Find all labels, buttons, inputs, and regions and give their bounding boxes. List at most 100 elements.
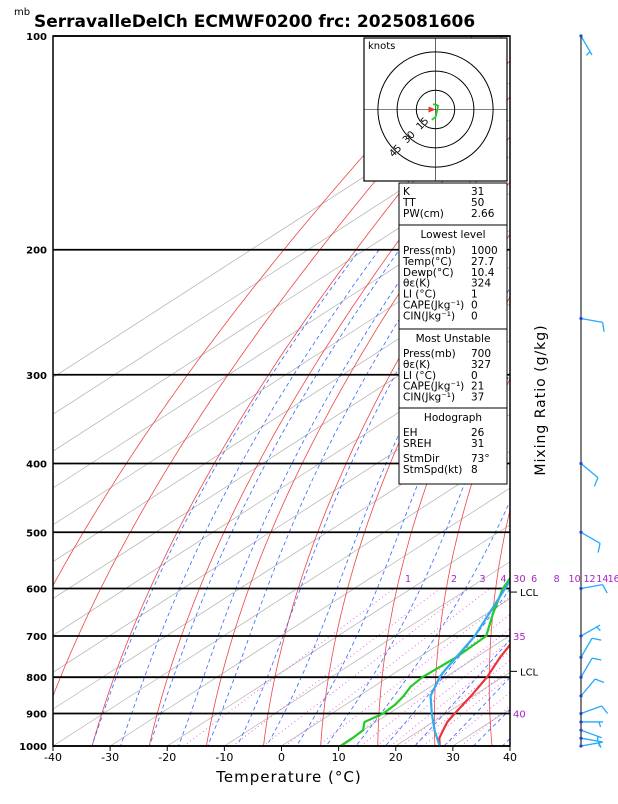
isotherm-line xyxy=(0,20,618,761)
mixing-ratio-label: 3 xyxy=(480,574,486,585)
temperature-tick-label: -40 xyxy=(44,751,62,764)
y-axis-label: Mixing Ratio (g/kg) xyxy=(533,324,549,475)
barb-dot xyxy=(579,462,582,465)
wind-barb xyxy=(579,625,600,638)
index-label: SREH xyxy=(403,438,432,450)
barb-dot xyxy=(579,34,582,37)
lcl-label: LCL xyxy=(520,667,539,678)
isotherm-line xyxy=(0,20,618,761)
barb-dot xyxy=(579,587,582,590)
index-value: 0 xyxy=(471,310,478,322)
isotherm-line xyxy=(0,20,607,761)
barb-dot xyxy=(579,694,582,697)
wind-profile xyxy=(579,34,607,747)
pressure-tick-label: 700 xyxy=(26,632,47,643)
barb-dot xyxy=(579,720,582,723)
barb-flag xyxy=(595,679,604,682)
dry-adiabat-line xyxy=(489,20,618,761)
barb-flag xyxy=(598,543,600,552)
mixing-ratio-label: 2 xyxy=(451,574,457,585)
barb-flag xyxy=(603,322,604,331)
chart-title: SerravalleDelCh ECMWF0200 frc: 202508160… xyxy=(34,12,475,32)
barb-dot xyxy=(579,744,582,747)
barb-staff xyxy=(581,730,602,738)
temperature-tick-label: 30 xyxy=(446,751,460,764)
index-label: StmSpd(kt) xyxy=(403,464,462,476)
mixing-ratio-label: 16 xyxy=(608,574,618,585)
barb-flag xyxy=(594,478,597,487)
pressure-tick-label: 300 xyxy=(26,371,47,382)
pressure-tick-label: 1000 xyxy=(19,742,47,753)
barb-staff xyxy=(581,658,592,677)
index-value: 8 xyxy=(471,464,478,476)
wind-barb xyxy=(579,706,607,715)
barb-dot xyxy=(579,634,582,637)
mixing-ratio-label: 1 xyxy=(405,574,411,585)
unit-label: mb xyxy=(14,7,30,18)
barb-dot xyxy=(579,737,582,740)
temperature-tick-label: 0 xyxy=(278,751,285,764)
barb-dot xyxy=(579,712,582,715)
mixing-ratio-label: 6 xyxy=(531,574,537,585)
section-title-hodo: Hodograph xyxy=(424,412,482,424)
index-value: 31 xyxy=(471,438,484,450)
pressure-tick-label: 200 xyxy=(26,246,47,257)
isotherm-line xyxy=(0,20,618,761)
mixing-ratio-label: 10 xyxy=(569,574,581,585)
pressure-tick-label: 600 xyxy=(26,584,47,595)
barb-half-flag xyxy=(599,741,600,746)
barb-staff xyxy=(581,638,592,657)
barb-dot xyxy=(579,531,582,534)
barb-staff xyxy=(581,532,600,543)
temperature-tick-label: 10 xyxy=(332,751,346,764)
mixing-ratio-label: 8 xyxy=(554,574,560,585)
barb-dot xyxy=(579,729,582,732)
theta-e-label: 35 xyxy=(513,632,526,643)
index-label: CIN(Jkg⁻¹) xyxy=(403,392,455,404)
section-title-lowest: Lowest level xyxy=(420,229,485,241)
temperature-tick-label: -20 xyxy=(158,751,176,764)
isotherm-line xyxy=(0,20,618,761)
isotherm-line xyxy=(0,20,618,761)
dry-adiabat-line xyxy=(594,20,618,761)
isotherm-line xyxy=(0,20,618,761)
wind-barb xyxy=(579,720,603,727)
index-value: 37 xyxy=(471,392,484,404)
mixing-ratio-line xyxy=(377,588,577,746)
isotherm-line xyxy=(30,20,618,761)
moist-adiabat-line xyxy=(173,250,422,761)
barb-half-flag xyxy=(586,52,590,56)
isotherm-line xyxy=(0,20,618,761)
isotherm-line xyxy=(0,20,618,761)
x-axis-label: Temperature (°C) xyxy=(215,768,361,786)
barb-staff xyxy=(581,706,602,714)
pressure-tick-label: 500 xyxy=(26,528,47,539)
background-lines xyxy=(0,20,618,761)
temperature-tick-label: -10 xyxy=(215,751,233,764)
mixing-ratio-label: 12 xyxy=(583,574,595,585)
wind-barb xyxy=(579,658,601,679)
index-label: CIN(Jkg⁻¹) xyxy=(403,310,455,322)
wind-barb xyxy=(579,585,607,593)
barb-staff xyxy=(581,625,600,636)
index-value: 2.66 xyxy=(471,208,495,220)
barb-staff xyxy=(581,585,603,589)
pressure-tick-label: 800 xyxy=(26,673,47,684)
barb-staff xyxy=(581,319,603,323)
section-title-mu: Most Unstable xyxy=(416,333,491,345)
index-label: PW(cm) xyxy=(403,208,444,220)
pressure-tick-label: 400 xyxy=(26,459,47,470)
barb-flag xyxy=(603,585,608,593)
barb-staff xyxy=(581,36,592,55)
pressure-tick-label: 100 xyxy=(26,32,47,43)
temperature-tick-label: 40 xyxy=(503,751,517,764)
barb-flag xyxy=(592,658,601,660)
temperature-tick-label: 20 xyxy=(389,751,403,764)
barb-flag xyxy=(592,638,601,640)
lcl-label: LCL xyxy=(520,588,539,599)
